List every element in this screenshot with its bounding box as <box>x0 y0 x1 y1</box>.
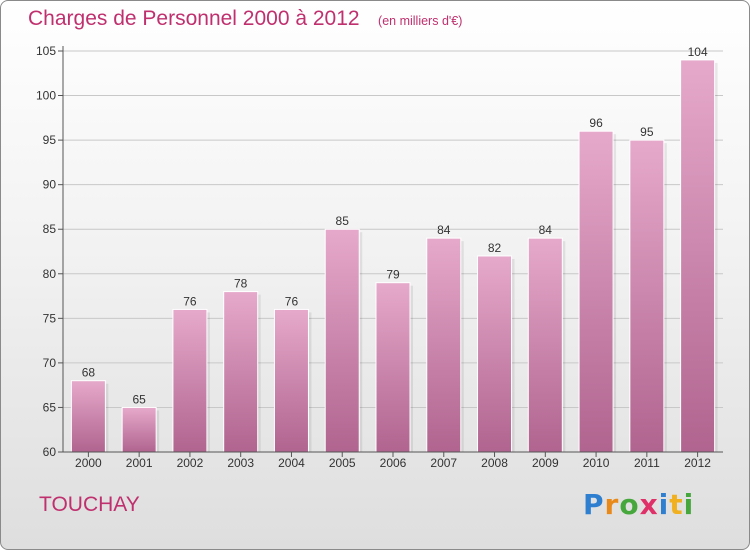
bar <box>70 380 106 453</box>
bar-layer <box>70 59 718 453</box>
bar <box>426 237 462 453</box>
bar-value-label: 68 <box>82 366 96 380</box>
axis-layer <box>58 46 723 457</box>
x-tick-label: 2002 <box>177 456 204 470</box>
x-tick-label: 2003 <box>227 456 254 470</box>
bar-value-label: 96 <box>589 116 603 130</box>
bar-value-label: 84 <box>539 223 553 237</box>
bar-value-label: 104 <box>688 45 708 59</box>
bar <box>324 228 360 453</box>
y-tick-label: 95 <box>43 133 57 147</box>
bar <box>578 130 614 453</box>
bar <box>477 255 513 453</box>
bar-value-label: 95 <box>640 125 654 139</box>
title-row: Charges de Personnel 2000 à 2012 (en mil… <box>28 7 462 31</box>
x-tick-label: 2012 <box>684 456 711 470</box>
brand-letter: P <box>583 488 605 521</box>
x-tick-label: 2010 <box>583 456 610 470</box>
x-tick-label: 2008 <box>481 456 508 470</box>
y-tick-label: 65 <box>43 400 57 414</box>
brand-logo: Proxiti <box>583 488 694 521</box>
bar-value-label: 85 <box>336 214 350 228</box>
x-tick-label: 2011 <box>634 456 660 470</box>
label-layer: 60 65 70 75 80 85 90 95 100 105 68 2000 65 2001 76 2002… <box>36 44 711 470</box>
chart-title: Charges de Personnel 2000 à 2012 <box>28 7 360 30</box>
y-tick-label: 75 <box>43 311 57 325</box>
bar-value-label: 82 <box>488 241 502 255</box>
x-tick-label: 2007 <box>430 456 457 470</box>
brand-letter: o <box>619 488 640 521</box>
bar <box>527 237 563 453</box>
y-tick-label: 90 <box>43 178 57 192</box>
bar-value-label: 76 <box>285 294 299 308</box>
bar <box>273 308 309 453</box>
bar <box>121 406 157 453</box>
y-tick-label: 70 <box>43 356 57 370</box>
brand-letter: x <box>639 488 659 521</box>
bar-value-label: 79 <box>386 268 400 282</box>
chart-subtitle: (en milliers d'€) <box>378 14 463 28</box>
y-tick-label: 85 <box>43 222 57 236</box>
x-tick-label: 2005 <box>329 456 356 470</box>
y-tick-label: 60 <box>43 445 57 459</box>
x-tick-label: 2006 <box>380 456 407 470</box>
bar-value-label: 84 <box>437 223 451 237</box>
commune-name: TOUCHAY <box>39 493 140 516</box>
x-tick-label: 2004 <box>278 456 305 470</box>
bar <box>172 308 208 453</box>
brand-letter: t <box>669 488 684 521</box>
bar-value-label: 65 <box>132 392 146 406</box>
bar <box>375 282 411 453</box>
y-tick-label: 80 <box>43 267 57 281</box>
x-tick-label: 2000 <box>75 456 102 470</box>
y-tick-label: 105 <box>36 44 56 58</box>
x-tick-label: 2009 <box>532 456 559 470</box>
bar-value-label: 76 <box>183 294 197 308</box>
y-tick-label: 100 <box>36 89 56 103</box>
bar <box>629 139 665 453</box>
brand-letter: r <box>604 488 620 521</box>
x-tick-label: 2001 <box>126 456 153 470</box>
brand-letter: i <box>683 488 695 521</box>
bar-value-label: 78 <box>234 277 248 291</box>
brand-letter: i <box>658 488 670 521</box>
bar <box>680 59 716 453</box>
bar <box>223 291 259 453</box>
